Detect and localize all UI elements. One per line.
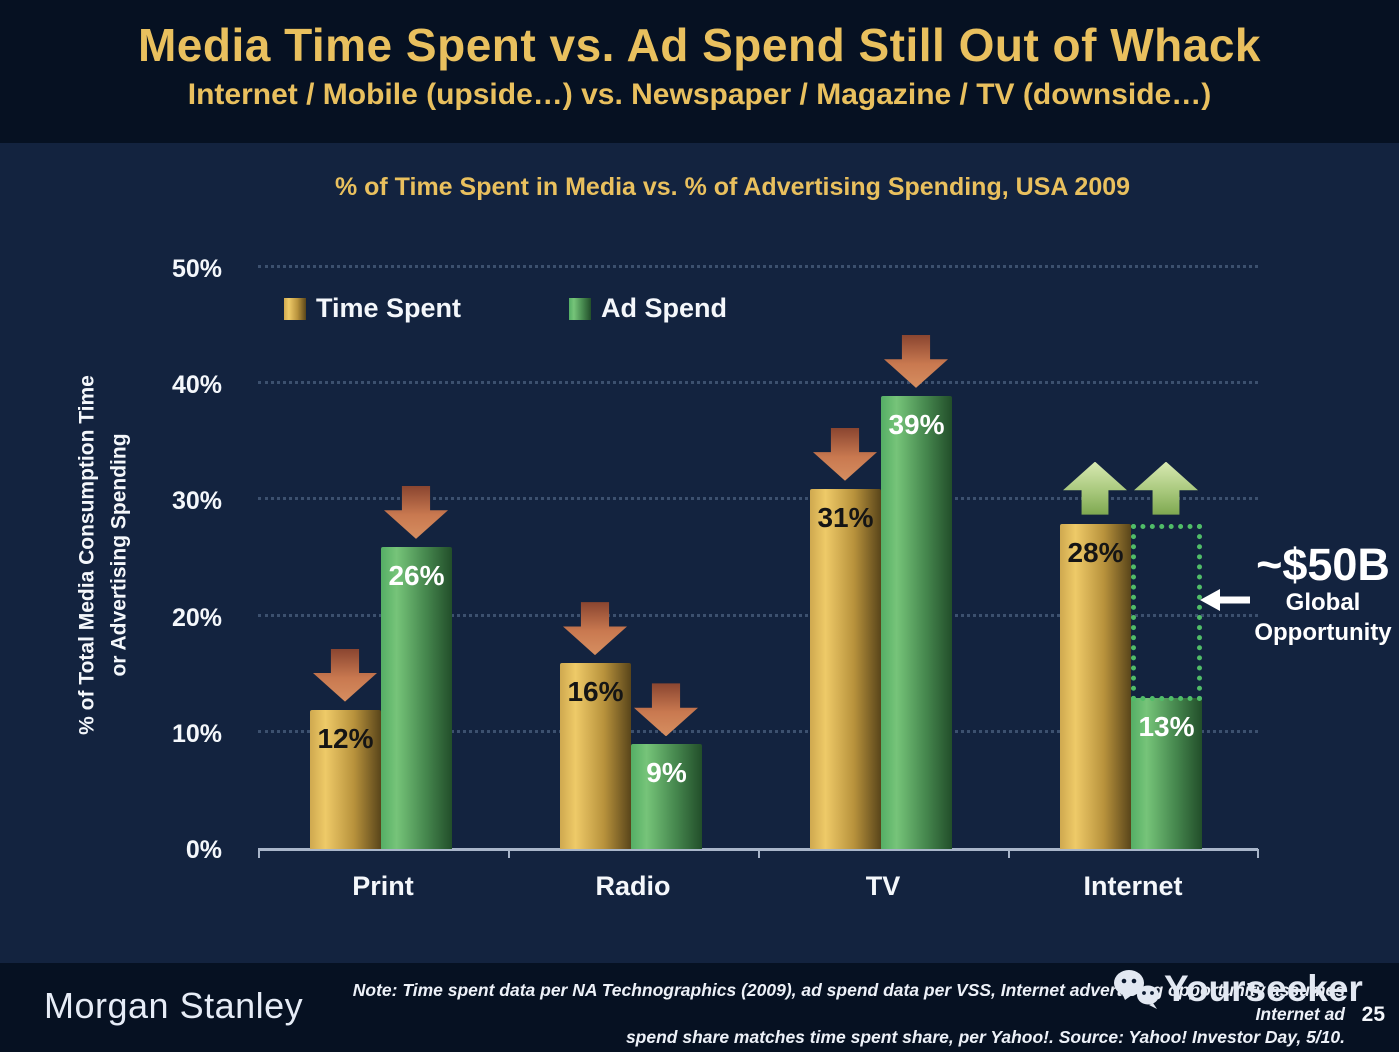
legend-label-time-spent: Time Spent bbox=[316, 293, 462, 323]
axis-tick bbox=[1008, 849, 1010, 858]
source-note-line2: spend share matches time spent share, pe… bbox=[625, 1027, 1345, 1048]
legend-label-ad-spend: Ad Spend bbox=[601, 293, 728, 323]
down-arrow-icon bbox=[813, 427, 877, 481]
bar-value-label: 12% bbox=[317, 722, 374, 754]
gridline bbox=[258, 613, 1258, 617]
bar-value-label: 31% bbox=[817, 501, 874, 533]
chart-legend: Time Spent Ad Spend bbox=[284, 293, 727, 324]
ad-spend-bar: 26% bbox=[381, 546, 452, 849]
slide-subtitle: Internet / Mobile (upside…) vs. Newspape… bbox=[187, 78, 1212, 111]
up-arrow-icon bbox=[1063, 461, 1127, 515]
y-axis-labels: 0% 10% 20% 30% 40% 50% bbox=[120, 255, 238, 864]
time-spent-bar: 31% bbox=[810, 488, 881, 849]
down-arrow-icon bbox=[634, 683, 698, 737]
chart-title: % of Time Spent in Media vs. % of Advert… bbox=[334, 173, 1131, 201]
y-tick-label: 50% bbox=[171, 255, 222, 283]
gridline bbox=[258, 729, 1258, 733]
y-tick-label: 40% bbox=[171, 371, 222, 400]
chart-panel: % of Time Spent in Media vs. % of Advert… bbox=[0, 143, 1399, 963]
bar-value-label: 28% bbox=[1067, 536, 1124, 568]
gridline bbox=[258, 381, 1258, 385]
ad-spend-swatch-icon bbox=[569, 297, 592, 320]
down-arrow-icon bbox=[884, 334, 948, 388]
y-tick-label: 10% bbox=[171, 719, 222, 748]
global-opportunity-annotation: ~$50B Global Opportunity bbox=[1248, 541, 1398, 648]
y-tick-label: 20% bbox=[171, 603, 222, 632]
opportunity-gap-box bbox=[1131, 523, 1202, 701]
bar-value-label: 26% bbox=[388, 559, 445, 591]
source-note-line1: Note: Time spent data per NA Technograph… bbox=[352, 980, 1345, 1024]
slide-title: Media Time Spent vs. Ad Spend Still Out … bbox=[137, 19, 1262, 71]
bar-value-label: 13% bbox=[1138, 710, 1195, 742]
bar-value-label: 9% bbox=[646, 757, 687, 789]
plot-area: 12% 26% Print 16% 9% Radio 31% 39% TV 28% 13% Inter… bbox=[258, 265, 1259, 901]
ad-spend-bar: 13% bbox=[1131, 697, 1202, 849]
time-spent-bar: 12% bbox=[310, 709, 381, 849]
down-arrow-icon bbox=[384, 485, 448, 539]
gridline bbox=[258, 497, 1258, 501]
category-label: Print bbox=[352, 871, 414, 901]
category-label: TV bbox=[865, 871, 901, 901]
legend-item-time-spent: Time Spent bbox=[284, 293, 461, 324]
bar-value-label: 39% bbox=[888, 408, 945, 440]
slide-header: Media Time Spent vs. Ad Spend Still Out … bbox=[0, 0, 1399, 143]
down-arrow-icon bbox=[563, 602, 627, 656]
axis-tick bbox=[258, 849, 260, 858]
bar-value-label: 16% bbox=[567, 676, 624, 708]
category-label: Radio bbox=[595, 871, 671, 901]
axis-tick bbox=[758, 849, 760, 858]
y-tick-label: 30% bbox=[171, 487, 222, 516]
y-axis-title-line1: % of Total Media Consumption Time bbox=[75, 375, 99, 735]
watermark: Yourseeker bbox=[1112, 968, 1363, 1010]
y-tick-label: 0% bbox=[185, 836, 222, 864]
up-arrow-icon bbox=[1134, 461, 1198, 515]
time-spent-bar: 16% bbox=[560, 663, 631, 849]
legend-item-ad-spend: Ad Spend bbox=[569, 293, 727, 324]
watermark-text: Yourseeker bbox=[1164, 968, 1363, 1009]
gridline bbox=[258, 265, 1258, 268]
ad-spend-bar: 9% bbox=[631, 744, 702, 849]
ad-spend-bar: 39% bbox=[881, 395, 952, 849]
category-label: Internet bbox=[1083, 871, 1183, 901]
page-number: 25 bbox=[1361, 1003, 1385, 1026]
slide-footer: Morgan Stanley Note: Time spent data per… bbox=[0, 963, 1399, 1052]
axis-tick bbox=[508, 849, 510, 858]
time-spent-bar: 28% bbox=[1060, 523, 1131, 849]
morgan-stanley-logo: Morgan Stanley bbox=[44, 985, 304, 1026]
source-note: Note: Time spent data per NA Technograph… bbox=[305, 979, 1345, 1050]
opportunity-label-line1: Global bbox=[1285, 589, 1361, 617]
down-arrow-icon bbox=[313, 648, 377, 702]
axis-tick bbox=[1257, 849, 1259, 858]
wechat-icon bbox=[1114, 970, 1159, 1009]
opportunity-label-line2: Opportunity bbox=[1254, 619, 1392, 647]
time-spent-swatch-icon bbox=[284, 297, 306, 320]
opportunity-value: ~$50B bbox=[1256, 539, 1390, 590]
